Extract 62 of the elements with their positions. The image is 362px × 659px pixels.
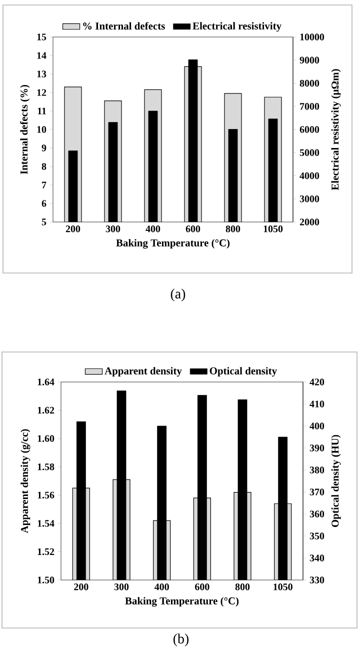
x-tick-label: 800 bbox=[235, 584, 250, 590]
y2-tick-label: 400 bbox=[310, 422, 324, 430]
y2-tick-label: 360 bbox=[310, 510, 324, 518]
y-tick-label: 7 bbox=[42, 182, 46, 188]
legend-label: Apparent density bbox=[104, 367, 182, 377]
y-tick-label: 1.50 bbox=[38, 576, 54, 584]
x-axis-title: Baking Temperature (°C) bbox=[125, 597, 239, 607]
y2-tick-label: 3000 bbox=[300, 196, 320, 202]
y-tick-label: 1.62 bbox=[38, 406, 54, 414]
x-tick-label: 400 bbox=[146, 226, 160, 232]
y2-tick-label: 350 bbox=[310, 532, 324, 540]
y-tick-label: 14 bbox=[37, 52, 46, 59]
y2-tick-label: 330 bbox=[310, 576, 324, 584]
y2-tick-label: 9000 bbox=[300, 56, 320, 64]
y2-tick-label: 340 bbox=[310, 554, 324, 562]
y2-tick-label: 8000 bbox=[300, 80, 320, 87]
x-tick-label: 300 bbox=[114, 584, 129, 590]
legend-label: % Internal defects bbox=[83, 22, 165, 30]
y-tick-label: 1.54 bbox=[38, 520, 54, 527]
x-axis-title: Baking Temperature (°C) bbox=[116, 239, 230, 249]
y2-tick-label: 4000 bbox=[300, 172, 320, 180]
y-tick-label: 13 bbox=[37, 70, 46, 78]
text: (a) bbox=[170, 288, 186, 302]
y2-tick-label: 420 bbox=[310, 378, 324, 386]
y2-tick-label: 6000 bbox=[300, 126, 320, 133]
y-tick-label: 1.56 bbox=[38, 492, 54, 499]
x-tick-label: 300 bbox=[106, 226, 120, 232]
y-tick-label: 6 bbox=[42, 200, 46, 207]
y-tick-label: 15 bbox=[37, 34, 46, 40]
y2-tick-label: 7000 bbox=[300, 103, 320, 110]
x-tick-label: 200 bbox=[74, 584, 88, 590]
legend-label: Optical density bbox=[210, 367, 277, 377]
y-tick-label: 12 bbox=[37, 89, 46, 96]
y-tick-label: 1.64 bbox=[38, 378, 54, 386]
text: (b) bbox=[173, 634, 189, 646]
y2-axis-title: Electrical resistivity (μΩm) bbox=[331, 69, 341, 190]
x-tick-label: 600 bbox=[195, 584, 210, 590]
y2-tick-label: 5000 bbox=[300, 149, 320, 156]
y2-axis-title: Optical density (HU) bbox=[331, 434, 341, 527]
y-tick-label: 1.60 bbox=[38, 435, 54, 442]
y-tick-label: 8 bbox=[42, 163, 46, 170]
x-tick-label: 800 bbox=[226, 226, 240, 232]
legend-label: Electrical resistivity bbox=[192, 22, 282, 32]
y-tick-label: 5 bbox=[42, 218, 46, 226]
y2-tick-label: 370 bbox=[310, 488, 324, 496]
x-tick-label: 400 bbox=[154, 584, 169, 590]
x-tick-label: 1050 bbox=[274, 584, 292, 590]
y-axis-title: Internal defects (%) bbox=[20, 84, 30, 174]
y2-tick-label: 2000 bbox=[300, 218, 320, 226]
y-axis-title: Apparent density (g/cc) bbox=[20, 429, 30, 534]
x-tick-label: 600 bbox=[186, 226, 200, 232]
y-tick-label: 11 bbox=[38, 108, 46, 114]
x-tick-label: 1050 bbox=[264, 226, 283, 232]
y2-tick-label: 410 bbox=[310, 400, 324, 408]
y-tick-label: 1.58 bbox=[38, 463, 54, 470]
y-tick-label: 1.52 bbox=[38, 548, 54, 556]
y-tick-label: 10 bbox=[37, 126, 46, 133]
y2-tick-label: 10000 bbox=[300, 34, 324, 40]
y2-tick-label: 390 bbox=[310, 444, 324, 452]
y2-tick-label: 380 bbox=[310, 466, 324, 474]
x-tick-label: 200 bbox=[66, 226, 80, 232]
y-tick-label: 9 bbox=[42, 144, 46, 152]
